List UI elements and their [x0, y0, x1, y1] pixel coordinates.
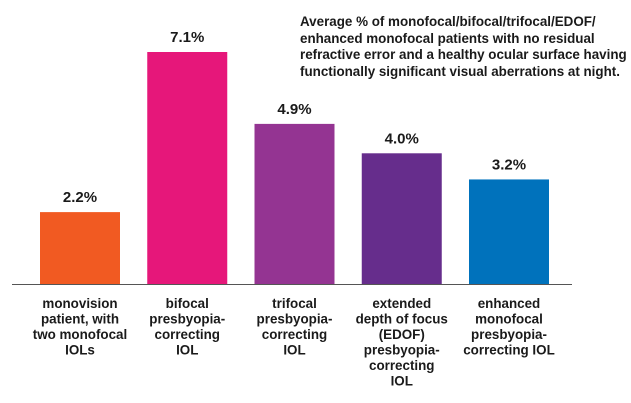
- category-label: bifocal presbyopia-correcting IOL: [149, 296, 225, 358]
- value-label: 4.9%: [277, 101, 311, 118]
- chart-title-line: refractive error and a healthy ocular su…: [300, 47, 627, 62]
- chart-title-line: functionally significant visual aberrati…: [300, 63, 620, 79]
- bar: [469, 179, 549, 284]
- category-label: trifocal presbyopia-correcting IOL: [257, 296, 333, 358]
- bar: [147, 52, 228, 284]
- value-label: 3.2%: [492, 156, 526, 173]
- bar: [254, 123, 335, 284]
- value-label: 7.1%: [170, 29, 204, 46]
- category-label: extended depth of focus (EDOF) presbyopia-c…: [356, 296, 448, 389]
- category-label: monovision patient, with two monofocal IOLs: [33, 296, 127, 358]
- value-label: 4.0%: [385, 130, 419, 147]
- bar: [40, 212, 120, 284]
- chart-title-line: Average % of monofocal/bifocal/trifocal/…: [300, 14, 596, 29]
- chart-title: Average % of monofocal/bifocal/trifocal/…: [300, 14, 627, 80]
- category-label: enhanced monofocal presbyopia-correcting I…: [463, 296, 555, 358]
- bar: [361, 153, 442, 284]
- chart-title-line: enhanced monofocal patients with no resi…: [300, 30, 595, 46]
- value-label: 2.2%: [63, 189, 97, 206]
